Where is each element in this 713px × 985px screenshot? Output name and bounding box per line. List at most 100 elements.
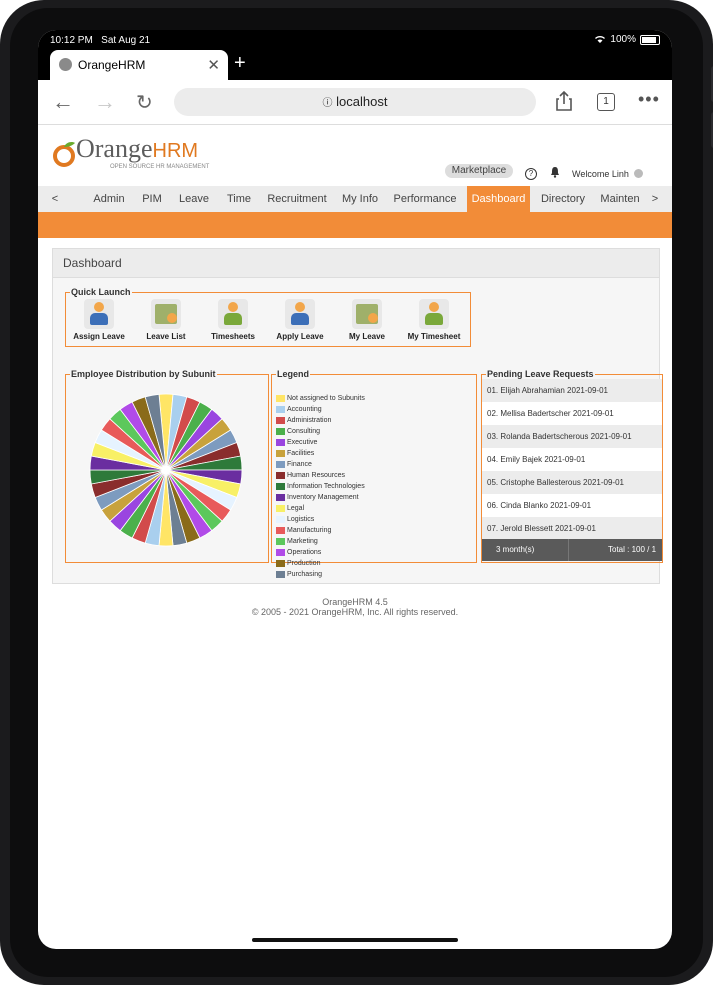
legend-swatch (276, 571, 285, 578)
apply-leave-icon (285, 299, 315, 329)
battery-percent: 100% (610, 34, 636, 45)
help-icon[interactable]: ? (525, 168, 537, 180)
legend-label: Legal (287, 505, 305, 512)
legend-label: Human Resources (287, 472, 345, 479)
app-header: OrangeHRM OPEN SOURCE HR MANAGEMENT Mark… (38, 124, 672, 186)
menu-scroll-left[interactable]: < (51, 193, 59, 205)
menu-item-my-info[interactable]: My Info (341, 193, 379, 205)
page-footer: OrangeHRM 4.5 © 2005 - 2021 OrangeHRM, I… (38, 597, 672, 617)
pending-row[interactable]: 07. Jerold Blessett 2021-09-01 (482, 517, 662, 540)
legend-swatch (276, 538, 285, 545)
pending-row[interactable]: 05. Cristophe Ballesterous 2021-09-01 (482, 471, 662, 494)
legend-item: Consulting (276, 426, 472, 437)
legend-item: Accounting (276, 404, 472, 415)
more-icon[interactable]: ••• (638, 89, 660, 109)
welcome-text: Welcome Linh (572, 169, 629, 179)
legend-box: Legend Not assigned to Subunits Accountin… (271, 369, 477, 578)
orange-logo-icon (53, 142, 75, 167)
battery-icon (640, 34, 660, 45)
pending-row[interactable]: 02. Mellisa Badertscher 2021-09-01 (482, 402, 662, 425)
menu-scroll-right[interactable]: > (651, 193, 659, 205)
legend-swatch (276, 461, 285, 468)
menu-item-directory[interactable]: Directory (540, 193, 585, 205)
pie-slice (144, 393, 167, 471)
legend-label: Facilities (287, 450, 315, 457)
menu-item-pim[interactable]: PIM (142, 193, 162, 205)
home-indicator (252, 938, 458, 942)
legend-item: Marketing (276, 536, 472, 547)
legend-swatch (276, 395, 285, 402)
legend-label: Logistics (287, 516, 315, 523)
legend-swatch (276, 417, 285, 424)
legend-swatch (276, 483, 285, 490)
forward-icon[interactable]: → (94, 89, 116, 114)
browser-tab[interactable]: OrangeHRM ✕ (50, 50, 228, 80)
pending-title: Pending Leave Requests (487, 369, 594, 379)
assign-leave-icon (84, 299, 114, 329)
reload-icon[interactable]: ↻ (136, 92, 153, 114)
legend-item: Legal (276, 503, 472, 514)
timesheets-icon (218, 299, 248, 329)
quick-launch-apply-leave[interactable]: Apply Leave (268, 299, 332, 341)
menu-item-recruitment[interactable]: Recruitment (267, 193, 327, 205)
menu-item-dashboard[interactable]: Dashboard (467, 186, 530, 212)
menu-item-performance[interactable]: Performance (393, 193, 457, 205)
logo-tagline: OPEN SOURCE HR MANAGEMENT (110, 164, 210, 170)
legend-label: Purchasing (287, 571, 323, 578)
quick-launch-my-leave[interactable]: My Leave (335, 299, 399, 341)
legend-swatch (276, 505, 285, 512)
legend-swatch (276, 428, 285, 435)
leave-list-label: Leave List (146, 332, 186, 341)
marketplace-button[interactable]: Marketplace (445, 164, 513, 178)
bell-icon[interactable] (550, 166, 560, 178)
quick-launch-assign-leave[interactable]: Assign Leave (67, 299, 131, 341)
tab-count-button[interactable]: 1 (597, 93, 615, 111)
legend-label: Not assigned to Subunits (287, 395, 365, 402)
welcome-menu[interactable]: Welcome Linh (572, 169, 644, 179)
legend-label: Inventory Management (287, 494, 359, 501)
menu-item-admin[interactable]: Admin (93, 193, 125, 205)
employee-distribution: Employee Distribution by Subunit (65, 369, 269, 563)
pending-row[interactable]: 06. Cinda Blanko 2021-09-01 (482, 494, 662, 517)
volume-down-button (711, 112, 713, 148)
url-text: localhost (336, 94, 388, 109)
pending-row[interactable]: 03. Rolanda Badertscherous 2021-09-01 (482, 425, 662, 448)
user-avatar-icon (634, 169, 644, 178)
legend-item: Logistics (276, 514, 472, 525)
legend-label: Information Technologies (287, 483, 365, 490)
logo-hrm-text: HRM (152, 140, 199, 162)
legend-item: Purchasing (276, 569, 472, 580)
legend-item: Finance (276, 459, 472, 470)
quick-launch-leave-list[interactable]: Leave List (134, 299, 198, 341)
screen: 10:12 PM Sat Aug 21 100% OrangeHRM ✕ + ←… (38, 30, 672, 949)
menu-item-time[interactable]: Time (226, 193, 252, 205)
dashboard-panel: Dashboard Quick Launch Assign Leave Leav… (52, 248, 663, 584)
share-icon[interactable] (555, 90, 573, 112)
menu-item-maintenance[interactable]: Mainten (600, 193, 640, 205)
timesheets-label: Timesheets (211, 332, 255, 341)
legend-title: Legend (277, 369, 310, 379)
browser-tab-strip: OrangeHRM ✕ + (38, 50, 672, 80)
legend-item: Inventory Management (276, 492, 472, 503)
close-tab-icon[interactable]: ✕ (207, 57, 220, 74)
apply-leave-label: Apply Leave (276, 332, 324, 341)
pending-row[interactable]: 04. Emily Bajek 2021-09-01 (482, 448, 662, 471)
dashboard-title: Dashboard (63, 256, 122, 270)
legend-label: Production (287, 560, 321, 567)
legend-swatch (276, 527, 285, 534)
orangehrm-logo: OrangeHRM OPEN SOURCE HR MANAGEMENT (53, 134, 209, 170)
pending-row[interactable]: 01. Elijah Abrahamian 2021-09-01 (482, 379, 662, 402)
status-bar: 10:12 PM Sat Aug 21 100% (38, 30, 672, 50)
quick-launch-timesheets[interactable]: Timesheets (201, 299, 265, 341)
menu-item-leave[interactable]: Leave (179, 193, 209, 205)
new-tab-icon[interactable]: + (234, 52, 246, 74)
legend-swatch (276, 494, 285, 501)
legend-item: Not assigned to Subunits (276, 393, 472, 404)
logo-main-text: Orange (76, 134, 153, 163)
info-icon: ⓘ (322, 98, 333, 109)
legend-label: Consulting (287, 428, 321, 435)
back-icon[interactable]: ← (52, 89, 74, 114)
my-timesheet-label: My Timesheet (407, 332, 461, 341)
address-bar[interactable]: ⓘ localhost (174, 88, 536, 116)
quick-launch-my-timesheet[interactable]: My Timesheet (402, 299, 466, 341)
